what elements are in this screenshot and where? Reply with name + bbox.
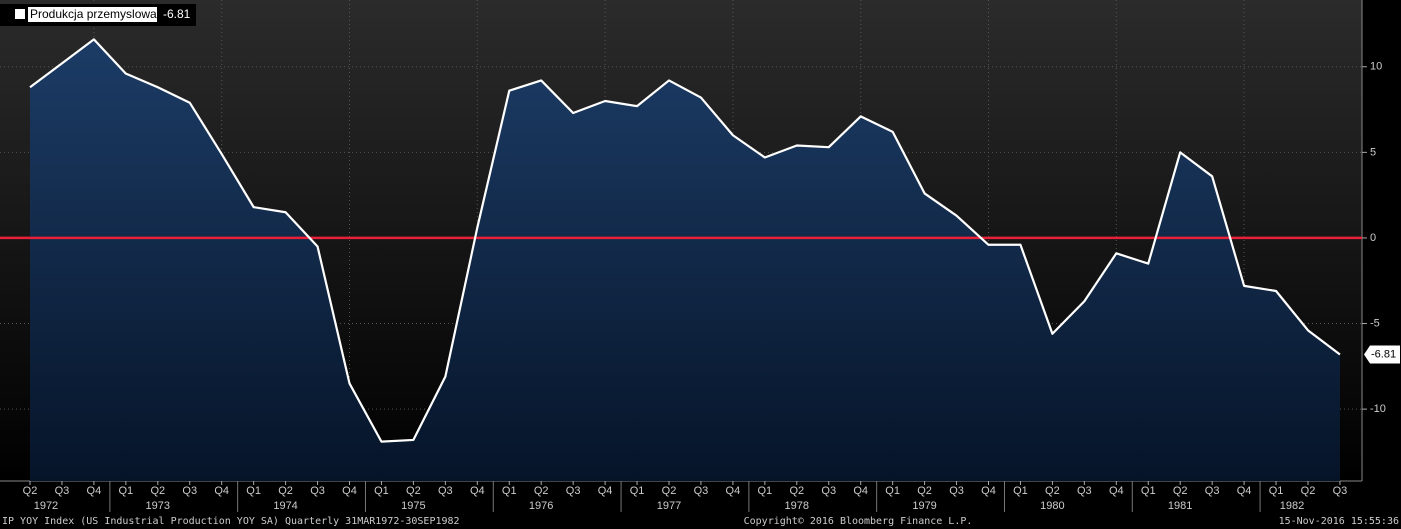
x-year-label: 1979 — [912, 500, 936, 512]
x-tick-label: Q4 — [981, 485, 996, 497]
footer-left: IP YOY Index (US Industrial Production Y… — [2, 516, 460, 527]
legend: Produkcja przemyslowa -6.81 — [0, 4, 196, 26]
x-tick-label: Q2 — [917, 485, 932, 497]
footer-right: 15-Nov-2016 15:55:36 — [1279, 516, 1399, 527]
x-year-label: 1978 — [785, 500, 809, 512]
x-tick-label: Q2 — [150, 485, 165, 497]
x-tick-label: Q2 — [534, 485, 549, 497]
x-tick-label: Q2 — [662, 485, 677, 497]
x-tick-label: Q3 — [438, 485, 453, 497]
x-tick-label: Q3 — [1205, 485, 1220, 497]
last-value-box — [1364, 345, 1400, 364]
x-tick-label: Q4 — [470, 485, 485, 497]
x-tick-label: Q2 — [1301, 485, 1316, 497]
legend-label: Produkcja przemyslowa — [30, 7, 157, 21]
x-tick-label: Q3 — [821, 485, 836, 497]
x-year-label: 1982 — [1280, 500, 1304, 512]
x-tick-label: Q4 — [726, 485, 741, 497]
legend-swatch — [15, 9, 25, 19]
line — [29, 38, 1341, 443]
x-tick-label: Q3 — [55, 485, 70, 497]
x-tick-label: Q3 — [1333, 485, 1348, 497]
x-tick-label: Q4 — [598, 485, 613, 497]
area — [30, 39, 1340, 481]
x-tick-label: Q4 — [342, 485, 357, 497]
x-tick-label: Q2 — [23, 485, 38, 497]
y-tick-label: 5 — [1370, 146, 1376, 158]
x-tick-label: Q4 — [1237, 485, 1252, 497]
x-tick-label: Q1 — [1141, 485, 1156, 497]
x-tick-label: Q4 — [853, 485, 868, 497]
x-tick-label: Q1 — [502, 485, 517, 497]
x-tick-label: Q4 — [1109, 485, 1124, 497]
x-tick-label: Q1 — [885, 485, 900, 497]
x-tick-label: Q2 — [789, 485, 804, 497]
legend-value: -6.81 — [163, 7, 191, 21]
x-tick-label: Q3 — [566, 485, 581, 497]
x-tick-label: Q3 — [694, 485, 709, 497]
x-tick-label: Q3 — [182, 485, 197, 497]
x-year-label: 1980 — [1040, 500, 1064, 512]
x-tick-label: Q1 — [1269, 485, 1284, 497]
x-tick-label: Q4 — [214, 485, 229, 497]
x-year-label: 1972 — [34, 500, 58, 512]
x-tick-label: Q2 — [278, 485, 293, 497]
last-value-label: -6.81 — [1371, 348, 1396, 360]
x-tick-label: Q4 — [87, 485, 102, 497]
x-tick-label: Q3 — [1077, 485, 1092, 497]
x-tick-label: Q1 — [758, 485, 773, 497]
y-tick-label: -5 — [1370, 317, 1380, 329]
legend-label-bg — [28, 7, 157, 22]
x-year-label: 1977 — [657, 500, 681, 512]
x-year-label: 1973 — [146, 500, 170, 512]
x-year-label: 1974 — [273, 500, 297, 512]
x-year-label: 1976 — [529, 500, 553, 512]
x-tick-label: Q2 — [1045, 485, 1060, 497]
y-tick-label: -10 — [1370, 403, 1386, 415]
x-tick-label: Q1 — [119, 485, 134, 497]
x-tick-label: Q3 — [949, 485, 964, 497]
x-tick-label: Q2 — [1173, 485, 1188, 497]
x-tick-label: Q3 — [310, 485, 325, 497]
y-tick-label: 10 — [1370, 61, 1382, 73]
footer-center: Copyright© 2016 Bloomberg Finance L.P. — [744, 516, 973, 527]
x-tick-label: Q1 — [630, 485, 645, 497]
x-tick-label: Q1 — [1013, 485, 1028, 497]
x-year-label: 1975 — [401, 500, 425, 512]
y-tick-label: 0 — [1370, 232, 1376, 244]
x-tick-label: Q1 — [374, 485, 389, 497]
x-tick-label: Q1 — [246, 485, 261, 497]
x-tick-label: Q2 — [406, 485, 421, 497]
x-year-label: 1981 — [1168, 500, 1192, 512]
